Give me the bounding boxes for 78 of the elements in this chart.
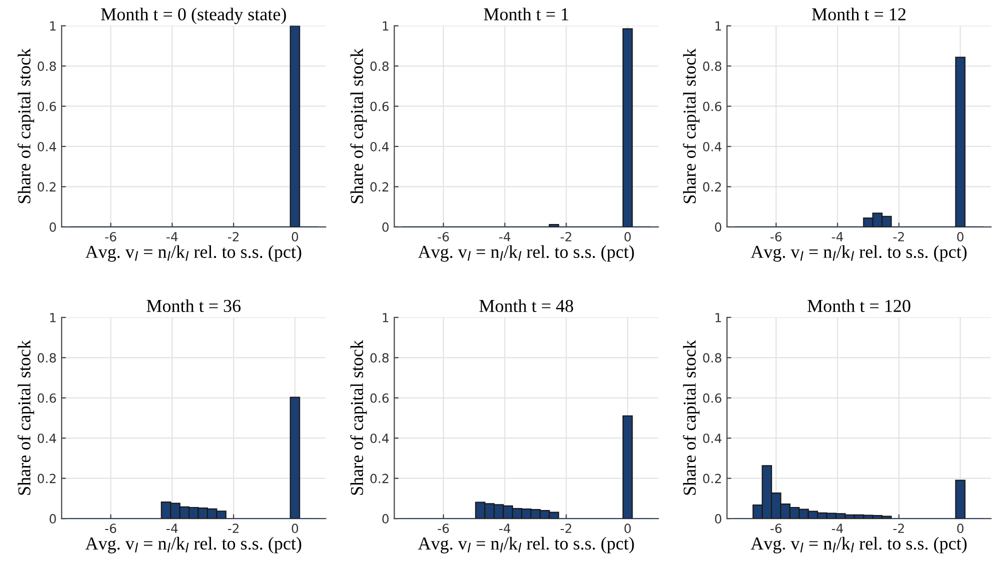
y-tick-label: 0.4 bbox=[703, 142, 722, 152]
y-tick-label: 0.4 bbox=[370, 434, 389, 444]
x-tick-label: -6 bbox=[438, 232, 449, 242]
x-tick-label: -2 bbox=[893, 232, 904, 242]
chart-title: Month t = 36 bbox=[146, 299, 241, 312]
y-tick-label: 0.4 bbox=[38, 434, 56, 444]
x-tick-label: -2 bbox=[560, 524, 572, 533]
x-tick-label: 0 bbox=[957, 232, 964, 242]
x-axis-title: Avg. v$_{l}$ = n$_{l}$/k$_{l}$ rel. to s.s. (pct) bbox=[750, 245, 967, 262]
y-axis-title: Share of capital stock bbox=[350, 340, 367, 495]
y-tick-label: 0.6 bbox=[703, 102, 722, 112]
x-tick-label: -4 bbox=[166, 524, 178, 533]
x-axis-title: Avg. v$_{l}$ = n$_{l}$/k$_{l}$ rel. to s.s. (pct) bbox=[85, 245, 302, 262]
y-tick-label: 0.6 bbox=[38, 393, 56, 403]
y-tick-label: 1 bbox=[382, 313, 388, 322]
x-tick-label: -6 bbox=[105, 232, 116, 242]
y-axis-title: Share of capital stock bbox=[682, 48, 700, 204]
y-tick-label: 0 bbox=[382, 514, 389, 524]
chart-title: Month t = 120 bbox=[808, 299, 910, 312]
y-tick-label: 0.8 bbox=[703, 61, 722, 71]
x-tick-label: 0 bbox=[624, 524, 631, 534]
y-tick-label: 0 bbox=[714, 222, 722, 232]
y-axis-title: Share of capital stock bbox=[682, 340, 700, 495]
y-tick-label: 0.4 bbox=[38, 142, 56, 152]
x-tick-label: -2 bbox=[228, 232, 239, 242]
y-tick-label: 0.8 bbox=[38, 61, 56, 71]
chart-title: Month t = 12 bbox=[812, 8, 906, 20]
x-tick-label: 0 bbox=[624, 232, 631, 242]
x-axis-title: Avg. v$_{l}$ = n$_{l}$/k$_{l}$ rel. to s.s. (pct) bbox=[418, 245, 634, 262]
y-tick-label: 0.6 bbox=[703, 393, 722, 403]
x-tick-label: -6 bbox=[770, 232, 782, 242]
x-tick-label: -4 bbox=[832, 524, 844, 533]
x-tick-label: -4 bbox=[166, 232, 178, 242]
x-tick-label: -2 bbox=[228, 524, 239, 533]
y-tick-label: 1 bbox=[382, 21, 388, 31]
x-tick-label: -2 bbox=[893, 524, 904, 533]
y-tick-label: 0.8 bbox=[370, 61, 389, 71]
x-tick-label: 0 bbox=[957, 524, 964, 534]
x-tick-label: -6 bbox=[770, 524, 782, 534]
x-tick-label: 0 bbox=[292, 232, 298, 242]
x-tick-label: -2 bbox=[560, 232, 572, 242]
x-tick-label: -4 bbox=[832, 232, 844, 242]
y-axis-title: Share of capital stock bbox=[18, 340, 34, 495]
y-tick-label: 0.2 bbox=[703, 182, 721, 192]
y-tick-label: 0 bbox=[714, 514, 722, 524]
chart-title: Month t = 48 bbox=[479, 299, 574, 312]
y-tick-label: 0.4 bbox=[703, 434, 722, 444]
x-tick-label: -6 bbox=[105, 524, 116, 534]
y-tick-label: 0.8 bbox=[703, 353, 722, 363]
y-tick-label: 0.6 bbox=[370, 102, 389, 112]
x-axis-title: Avg. v$_{l}$ = n$_{l}$/k$_{l}$ rel. to s.s. (pct) bbox=[418, 536, 634, 554]
y-tick-label: 0.8 bbox=[370, 353, 389, 363]
x-tick-label: 0 bbox=[292, 524, 298, 534]
y-tick-label: 0 bbox=[50, 222, 56, 232]
y-tick-label: 0.2 bbox=[703, 474, 721, 484]
y-tick-label: 0 bbox=[50, 514, 56, 524]
y-tick-label: 0.2 bbox=[38, 182, 56, 192]
y-tick-label: 0.2 bbox=[370, 182, 388, 192]
y-tick-label: 0.2 bbox=[370, 474, 388, 484]
x-tick-label: -6 bbox=[438, 524, 449, 534]
chart-title: Month t = 1 bbox=[484, 8, 568, 20]
y-tick-label: 1 bbox=[50, 313, 56, 322]
y-tick-label: 0.2 bbox=[38, 474, 56, 484]
y-tick-label: 0.6 bbox=[38, 102, 56, 112]
x-axis-title: Avg. v$_{l}$ = n$_{l}$/k$_{l}$ rel. to s.s. (pct) bbox=[750, 536, 967, 554]
y-tick-label: 0.8 bbox=[38, 353, 56, 363]
x-axis-title: Avg. v$_{l}$ = n$_{l}$/k$_{l}$ rel. to s.s. (pct) bbox=[85, 536, 302, 554]
y-tick-label: 1 bbox=[716, 313, 721, 322]
y-tick-label: 0.6 bbox=[370, 393, 389, 403]
y-tick-label: 0.4 bbox=[370, 142, 389, 152]
chart-title: Month t = 0 (steady state) bbox=[101, 8, 286, 24]
x-tick-label: -4 bbox=[499, 524, 510, 533]
y-axis-title: Share of capital stock bbox=[350, 48, 367, 204]
y-axis-title: Share of capital stock bbox=[18, 48, 34, 204]
y-tick-label: 0 bbox=[382, 222, 389, 232]
y-tick-label: 1 bbox=[716, 21, 721, 31]
y-tick-label: 1 bbox=[50, 21, 56, 31]
x-tick-label: -4 bbox=[499, 232, 510, 242]
